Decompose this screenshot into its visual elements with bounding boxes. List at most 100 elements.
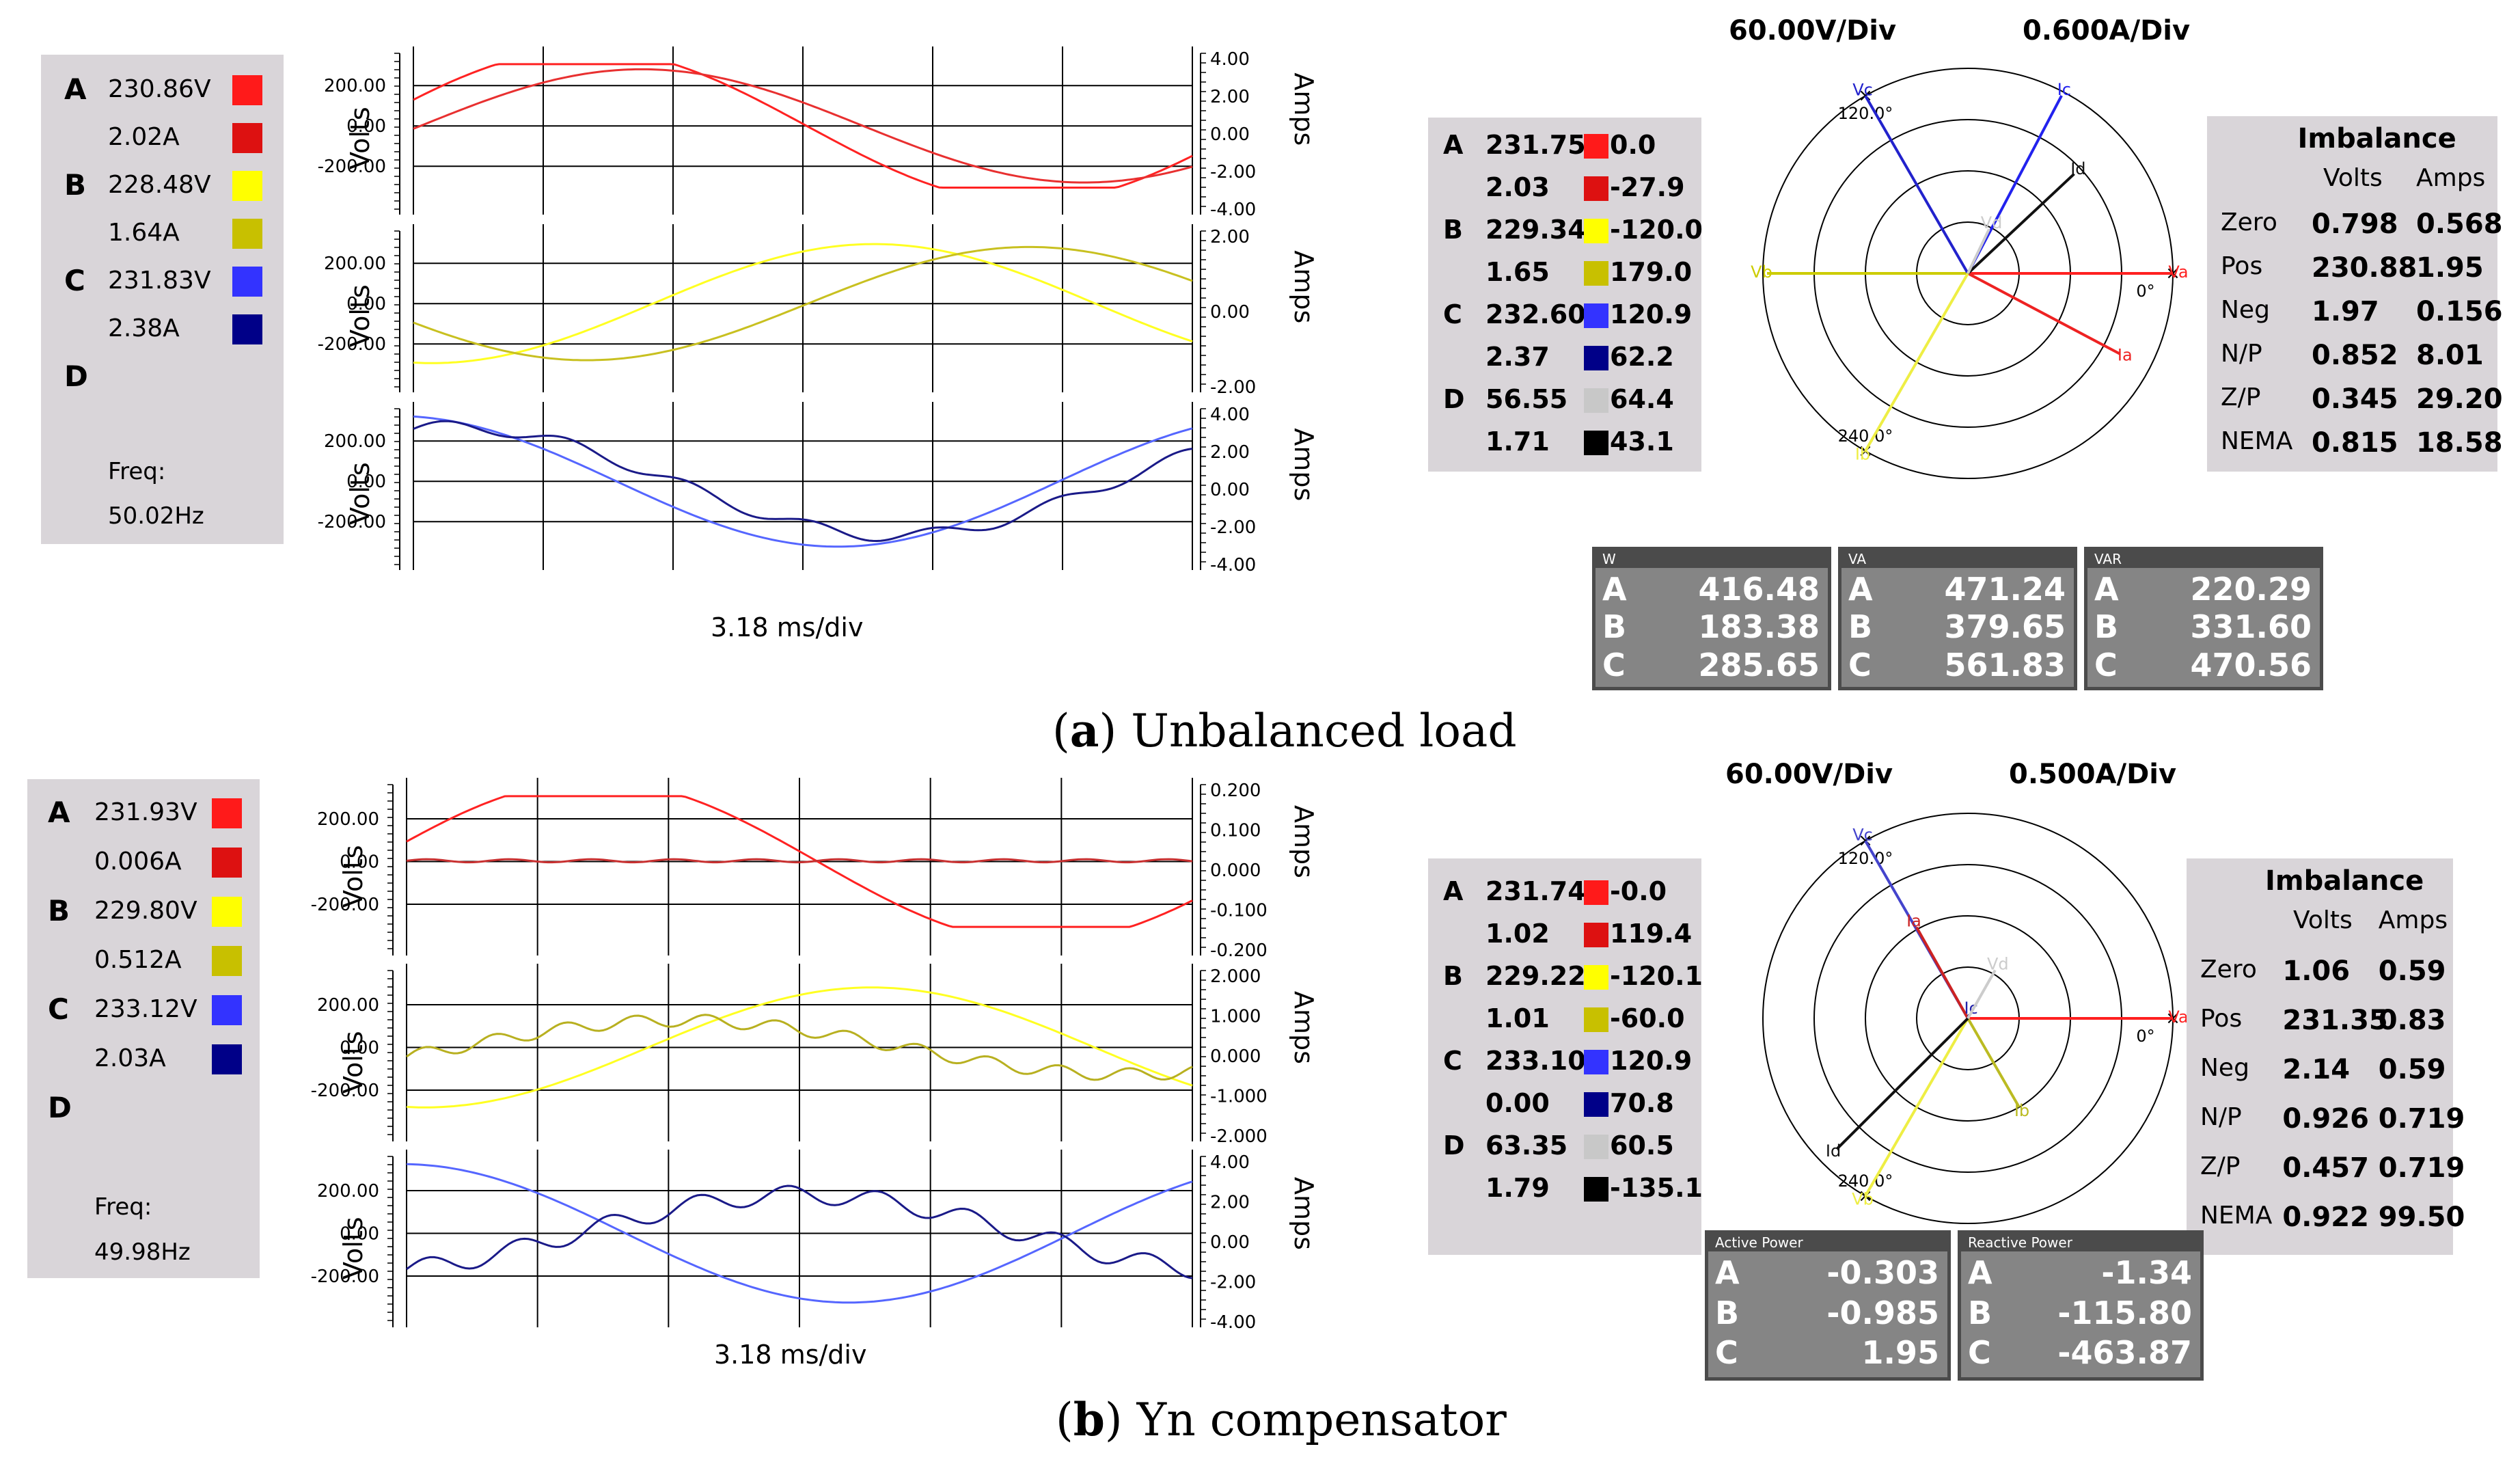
power-box-title: VA (1841, 550, 2074, 568)
phasor-table-row: C 232.60 120.9 (1428, 294, 1701, 336)
readout-row: C 233.12V (27, 988, 260, 1029)
phasor-vector-label: Va (2168, 1007, 2188, 1027)
power-box: VAR A 220.29 B 331.60 C 470.56 (2084, 547, 2323, 690)
phasor-table-row: 1.79 -135.1 (1428, 1167, 1703, 1210)
caption-tag: b (1073, 1393, 1105, 1446)
amp-scale-label: 0.500A/Div (2009, 759, 2177, 790)
color-swatch (212, 995, 242, 1025)
waveform-subplot: 200.00 0.00 -200.00 4.00 2.00 0.00 -2.00 -4.00 V… (311, 1150, 1319, 1333)
volt-tick-label: 0.00 (346, 116, 386, 137)
readout-value: 230.86V (108, 75, 211, 103)
color-swatch (1584, 1135, 1608, 1159)
imbalance-amps-value: 0.59 (2378, 1054, 2446, 1085)
imbalance-volts-value: 0.815 (2312, 427, 2398, 459)
caption-a: (a) Unbalanced load (1052, 704, 1517, 757)
power-row-key: C (1848, 646, 1872, 683)
power-row-value: 1.95 (1861, 1334, 1940, 1372)
power-row-value: -0.303 (1826, 1254, 1939, 1291)
angle-value: 60.5 (1610, 1130, 1674, 1161)
caption-tag: a (1069, 704, 1099, 757)
phasor-vector-label: Vd (1987, 955, 2009, 974)
power-row-key: A (1968, 1254, 1992, 1291)
col-header-amps: Amps (2378, 906, 2448, 934)
power-row-key: A (2094, 571, 2119, 608)
imbalance-volts-value: 0.926 (2282, 1103, 2369, 1135)
current-trace (406, 1184, 1193, 1279)
amps-axis-label: Amps (1289, 428, 1319, 501)
col-header-volts: Volts (2293, 906, 2353, 934)
phasor-table-row: 2.03 -27.9 (1428, 167, 1701, 209)
phasor-vector-label: Vb (1751, 262, 1772, 282)
color-swatch (1584, 431, 1608, 455)
voltage-trace (406, 1163, 1193, 1304)
volt-tick-label: 200.00 (317, 809, 379, 830)
phasor-vector-ib (1967, 1017, 2021, 1108)
color-swatch (1584, 388, 1608, 413)
color-swatch (232, 267, 262, 297)
imbalance-volts-value: 2.14 (2282, 1054, 2351, 1085)
phase-letter: C (64, 264, 85, 297)
readout-row: A 230.86V (41, 68, 284, 109)
volt-tick-label: 200.00 (324, 76, 386, 96)
phasor-table-row: 2.37 62.2 (1428, 336, 1701, 379)
volts-axis-label: Volts (338, 845, 368, 908)
phase-letter: B (64, 168, 87, 202)
magnitude-value: 1.65 (1485, 257, 1550, 287)
angle-label: 240.0° (1838, 426, 1893, 446)
volt-tick-label: 0.00 (346, 472, 386, 492)
voltage-trace (413, 415, 1193, 548)
volt-tick-label: -200.00 (318, 334, 386, 355)
phasor-table-row: A 231.75 0.0 (1428, 124, 1701, 167)
amp-tick-label: -2.00 (1210, 377, 1256, 398)
phasor-vector-label: Id (1826, 1141, 1841, 1161)
amp-tick-label: -2.00 (1210, 1273, 1256, 1293)
waveform-subplot: 200.00 0.00 -200.00 4.00 2.00 0.00 -2.00 -4.00 V… (318, 46, 1319, 220)
amps-axis-label: Amps (1289, 250, 1319, 323)
readout-row: A 231.93V (27, 791, 260, 832)
readout-value: 228.48V (108, 171, 211, 199)
color-swatch (1584, 965, 1608, 990)
volt-tick-label: 0.00 (340, 852, 379, 873)
col-header-volts: Volts (2323, 164, 2383, 192)
amp-tick-label: 4.00 (1210, 405, 1250, 425)
volt-tick-label: -200.00 (311, 895, 379, 915)
power-row-key: C (2094, 646, 2118, 683)
magnitude-value: 1.02 (1485, 919, 1550, 949)
amp-tick-label: 1.000 (1210, 1007, 1261, 1027)
amp-tick-label: 0.00 (1210, 1232, 1250, 1253)
phasor-table-row: 1.71 43.1 (1428, 421, 1701, 463)
angle-value: 64.4 (1610, 384, 1674, 414)
readout-row: D (27, 1087, 260, 1128)
col-header-amps: Amps (2416, 164, 2486, 192)
imbalance-volts-value: 0.345 (2312, 383, 2398, 415)
amp-tick-label: 4.00 (1210, 49, 1250, 70)
color-swatch (1584, 134, 1608, 159)
angle-label: 240.0° (1838, 1171, 1893, 1191)
power-row-value: 470.56 (2190, 646, 2312, 683)
readout-row: 0.512A (27, 939, 260, 980)
imbalance-row-name: NEMA (2221, 427, 2293, 455)
readout-value: 0.512A (94, 946, 182, 974)
readout-value: 231.83V (108, 267, 211, 295)
voltage-trace (406, 986, 1193, 1109)
phasor-table-row: A 231.74 -0.0 (1428, 871, 1701, 913)
power-row-key: B (2094, 608, 2119, 646)
phase-letter: C (1443, 1046, 1462, 1076)
angle-label: 120.0° (1838, 104, 1893, 123)
power-box-title: Active Power (1708, 1234, 1947, 1251)
power-row-key: B (1968, 1294, 1992, 1331)
power-row-value: 416.48 (1698, 571, 1820, 608)
magnitude-value: 63.35 (1485, 1130, 1568, 1161)
magnitude-value: 229.34 (1485, 215, 1586, 245)
color-swatch (1584, 219, 1608, 243)
caption-text: Unbalanced load (1131, 705, 1517, 757)
phasor-vector-id (1836, 1017, 1969, 1150)
readout-row: B 228.48V (41, 164, 284, 205)
amp-tick-label: 2.00 (1210, 227, 1250, 247)
readout-value: 1.64A (108, 219, 180, 247)
color-swatch (1584, 1092, 1608, 1117)
angle-label: 120.0° (1838, 849, 1893, 868)
power-row-value: 379.65 (1944, 608, 2066, 646)
imbalance-amps-value: 0.83 (2378, 1005, 2446, 1036)
